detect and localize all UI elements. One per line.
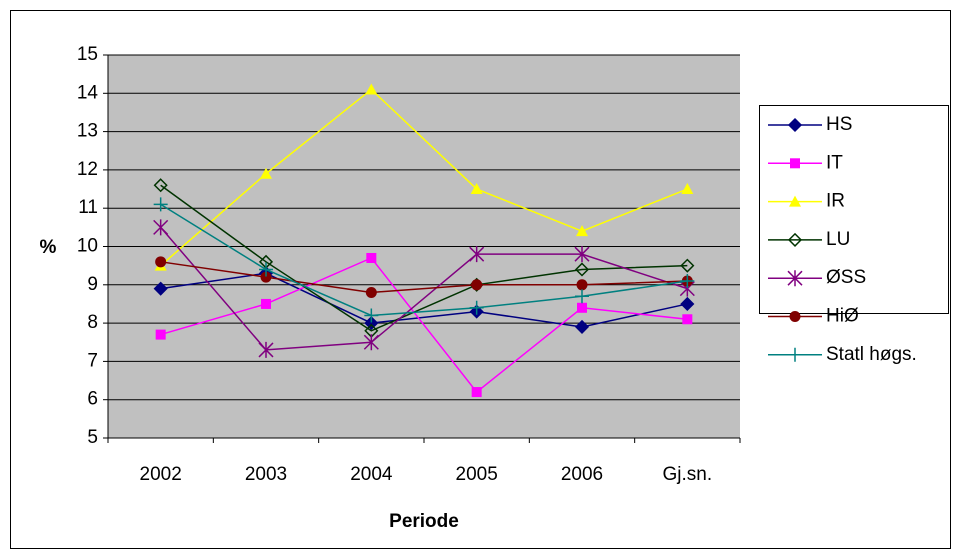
series-line [160,226,688,351]
legend-marker [790,158,800,169]
y-tick-label: 6 [87,389,98,410]
marker [364,308,379,323]
marker [259,262,273,277]
legend-label: Statl høgs. [826,344,917,365]
marker [574,246,590,263]
marker [469,300,484,315]
series-line [160,261,688,294]
series-line [160,203,688,317]
marker [364,316,379,331]
marker [261,298,271,309]
marker [680,258,695,273]
legend-marker [789,195,801,207]
y-tick-label: 8 [87,312,98,333]
legend-label: HS [826,114,852,135]
marker [470,183,483,195]
marker [258,341,274,358]
marker [363,334,379,351]
marker [574,262,590,277]
marker [155,329,166,340]
y-tick-label: 5 [87,427,98,448]
x-tick-label: Gj.sn. [663,464,713,485]
marker [682,314,693,325]
series-line [160,184,688,332]
marker [681,183,694,195]
x-axis-label: Periode [389,511,459,532]
legend-marker [787,117,803,133]
marker [153,197,168,212]
legend-marker [787,270,803,287]
marker [576,225,588,237]
legend-label: LU [826,229,850,250]
y-tick-label: 10 [77,236,98,257]
marker [469,246,485,263]
x-tick-label: 2002 [140,464,182,485]
legend-marker [788,347,802,362]
legend-label: HiØ [826,306,859,327]
y-tick-label: 12 [77,159,98,180]
x-tick-label: 2006 [561,464,603,485]
x-tick-label: 2003 [245,464,287,485]
marker [471,387,482,398]
y-tick-label: 13 [77,121,98,142]
series-line [160,88,688,267]
marker [260,271,272,283]
legend-marker [789,311,801,322]
legend-label: ØSS [826,267,866,288]
y-tick-label: 11 [78,197,98,218]
series-line [160,272,688,328]
marker [577,302,587,313]
y-tick-label: 14 [77,82,99,103]
marker [574,319,590,334]
legend-label: IT [826,152,843,173]
marker [260,167,272,179]
y-tick-label: 7 [87,350,98,371]
series-line [160,257,688,394]
legend-marker [787,232,803,247]
x-tick-label: 2005 [456,464,498,485]
marker [365,83,378,95]
marker [365,286,377,298]
y-axis-label: % [40,237,57,258]
marker [153,178,168,193]
marker [680,296,695,312]
y-tick-label: 9 [87,274,98,295]
marker [155,256,167,268]
y-tick-label: 15 [77,44,98,65]
marker [153,219,169,236]
marker [366,252,377,263]
legend-label: IR [826,191,845,212]
marker [471,279,483,291]
marker [153,281,168,296]
x-tick-label: 2004 [350,464,393,485]
marker [576,279,588,291]
marker [680,273,695,288]
marker [575,289,589,304]
